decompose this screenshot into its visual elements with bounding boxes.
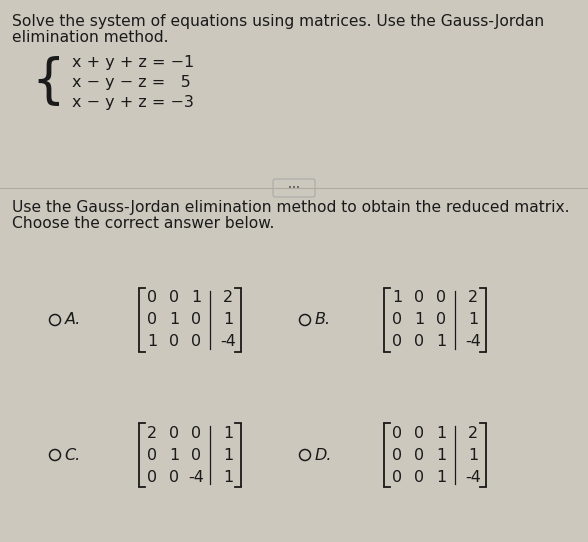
Text: 0: 0 [392, 334, 402, 350]
Text: 1: 1 [436, 334, 446, 350]
Text: 1: 1 [436, 448, 446, 462]
Text: 0: 0 [436, 313, 446, 327]
Text: 2: 2 [147, 425, 157, 441]
Text: 1: 1 [414, 313, 424, 327]
Text: 0: 0 [414, 425, 424, 441]
Text: D.: D. [315, 448, 332, 462]
Text: -4: -4 [220, 334, 236, 350]
FancyBboxPatch shape [273, 179, 315, 197]
Text: 0: 0 [147, 291, 157, 306]
Text: x − y − z =   5: x − y − z = 5 [72, 74, 191, 89]
Text: 0: 0 [147, 448, 157, 462]
Text: 1: 1 [191, 291, 201, 306]
Text: 2: 2 [223, 291, 233, 306]
Text: 0: 0 [414, 469, 424, 485]
Text: 1: 1 [169, 448, 179, 462]
Text: 0: 0 [414, 448, 424, 462]
Text: 1: 1 [468, 313, 478, 327]
Text: 2: 2 [468, 291, 478, 306]
Text: x − y + z = −3: x − y + z = −3 [72, 94, 194, 109]
Text: 1: 1 [468, 448, 478, 462]
Text: -4: -4 [188, 469, 204, 485]
Text: 0: 0 [414, 334, 424, 350]
Text: 0: 0 [191, 334, 201, 350]
Text: 0: 0 [414, 291, 424, 306]
Text: 2: 2 [468, 425, 478, 441]
Text: 0: 0 [392, 313, 402, 327]
Text: 0: 0 [169, 291, 179, 306]
Text: elimination method.: elimination method. [12, 30, 169, 45]
Text: -4: -4 [465, 334, 481, 350]
Text: 1: 1 [223, 425, 233, 441]
Text: 1: 1 [223, 313, 233, 327]
Text: 1: 1 [392, 291, 402, 306]
Text: Choose the correct answer below.: Choose the correct answer below. [12, 216, 275, 231]
Text: 0: 0 [191, 425, 201, 441]
Text: 0: 0 [191, 448, 201, 462]
Text: 1: 1 [223, 448, 233, 462]
Text: 1: 1 [223, 469, 233, 485]
Text: 0: 0 [392, 469, 402, 485]
Text: •••: ••• [288, 185, 300, 191]
Text: {: { [31, 56, 65, 108]
Text: 0: 0 [191, 313, 201, 327]
Text: 0: 0 [169, 334, 179, 350]
Text: 1: 1 [147, 334, 157, 350]
Text: A.: A. [65, 313, 81, 327]
Text: Use the Gauss-Jordan elimination method to obtain the reduced matrix.: Use the Gauss-Jordan elimination method … [12, 200, 570, 215]
Text: 0: 0 [392, 448, 402, 462]
Text: 1: 1 [436, 469, 446, 485]
Text: 0: 0 [392, 425, 402, 441]
Text: 1: 1 [436, 425, 446, 441]
Text: 0: 0 [436, 291, 446, 306]
Text: x + y + z = −1: x + y + z = −1 [72, 55, 194, 69]
Text: Solve the system of equations using matrices. Use the Gauss-Jordan: Solve the system of equations using matr… [12, 14, 544, 29]
Text: 1: 1 [169, 313, 179, 327]
Text: 0: 0 [169, 469, 179, 485]
Text: 0: 0 [169, 425, 179, 441]
Text: 0: 0 [147, 313, 157, 327]
Text: -4: -4 [465, 469, 481, 485]
Text: B.: B. [315, 313, 330, 327]
Text: 0: 0 [147, 469, 157, 485]
Text: C.: C. [65, 448, 81, 462]
